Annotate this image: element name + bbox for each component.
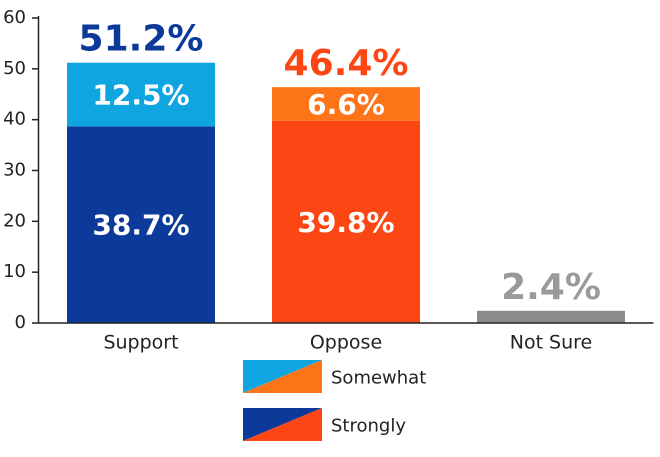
x-tick-label: Oppose: [310, 332, 382, 354]
legend-swatch: [243, 360, 322, 393]
value-label: 12.5%: [92, 79, 189, 112]
value-label: 39.8%: [297, 206, 394, 239]
x-tick-label: Not Sure: [510, 332, 593, 354]
y-tick-label: 10: [3, 261, 26, 282]
total-label: 51.2%: [79, 19, 204, 60]
legend-label: Strongly: [331, 416, 406, 437]
y-tick-label: 60: [3, 7, 26, 28]
total-label: 46.4%: [284, 43, 409, 84]
y-tick-label: 40: [3, 109, 26, 130]
y-tick-label: 0: [15, 312, 26, 333]
value-label: 38.7%: [92, 209, 189, 242]
y-tick-label: 50: [3, 58, 26, 79]
x-tick-label: Support: [103, 332, 178, 354]
value-label: 6.6%: [307, 88, 385, 121]
y-tick-label: 30: [3, 160, 26, 181]
bar-segment: [272, 87, 420, 121]
bar-segment: [67, 62, 215, 127]
y-tick-label: 20: [3, 210, 26, 231]
bar-segment: [272, 120, 420, 323]
legend-swatch: [243, 408, 322, 441]
total-label: 2.4%: [501, 267, 601, 308]
bar-segment: [67, 126, 215, 324]
bar-segment: [477, 310, 625, 323]
legend-label: Somewhat: [331, 368, 426, 389]
